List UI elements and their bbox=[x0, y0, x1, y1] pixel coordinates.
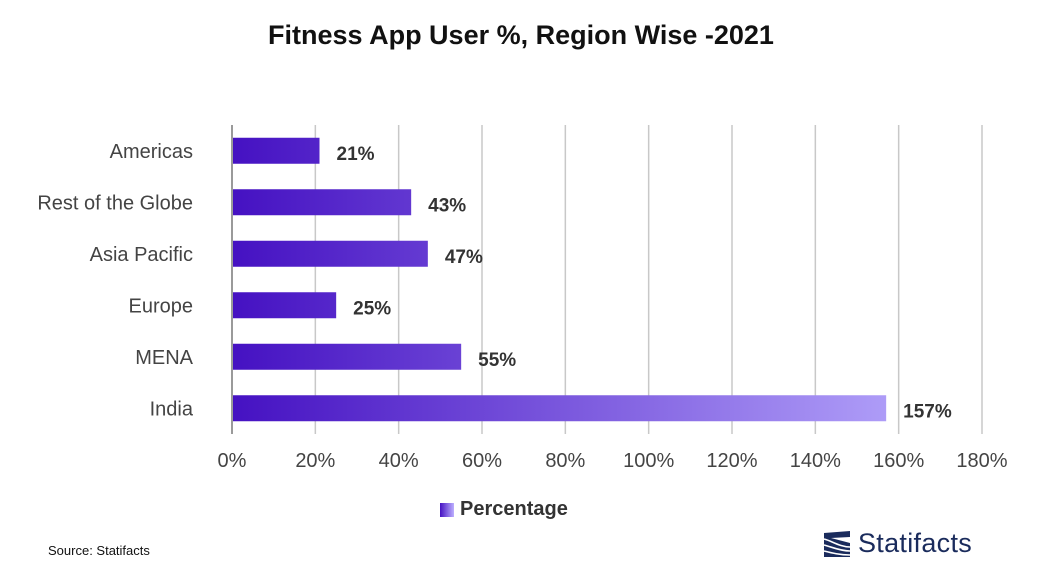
category-label: MENA bbox=[135, 347, 193, 369]
x-tick-label: 20% bbox=[295, 450, 335, 472]
x-tick-label: 120% bbox=[706, 450, 757, 472]
source-note: Source: Statifacts bbox=[48, 543, 150, 558]
data-label: 55% bbox=[478, 350, 516, 371]
bar-rest-of-the-globe bbox=[233, 189, 412, 216]
logo-text: Statifacts bbox=[858, 528, 973, 558]
data-label: 157% bbox=[903, 401, 952, 422]
category-label: India bbox=[150, 398, 194, 420]
statifacts-logo: Statifacts bbox=[822, 528, 972, 559]
x-tick-label: 60% bbox=[462, 450, 502, 472]
bar-india bbox=[233, 395, 887, 422]
category-label: Rest of the Globe bbox=[37, 192, 193, 214]
x-tick-label: 80% bbox=[545, 450, 585, 472]
x-tick-label: 140% bbox=[790, 450, 841, 472]
data-label: 47% bbox=[445, 247, 483, 268]
legend-label: Percentage bbox=[460, 498, 568, 520]
x-tick-label: 180% bbox=[956, 450, 1007, 472]
statifacts-logo-icon bbox=[823, 530, 851, 557]
data-label: 25% bbox=[353, 298, 391, 319]
chart-legend: Percentage bbox=[440, 498, 568, 521]
data-label: 43% bbox=[428, 195, 466, 216]
data-label: 21% bbox=[337, 144, 375, 165]
category-label: Asia Pacific bbox=[90, 244, 193, 266]
chart-title: Fitness App User %, Region Wise -2021 bbox=[268, 20, 774, 50]
category-label: Americas bbox=[110, 141, 193, 163]
legend-swatch bbox=[440, 502, 454, 517]
bar-europe bbox=[233, 292, 337, 319]
bar-asia-pacific bbox=[233, 240, 428, 267]
bar-mena bbox=[233, 343, 462, 370]
x-tick-label: 160% bbox=[873, 450, 924, 472]
bar-americas bbox=[233, 137, 320, 164]
x-tick-label: 100% bbox=[623, 450, 674, 472]
x-tick-label: 40% bbox=[379, 450, 419, 472]
category-label: Europe bbox=[129, 295, 194, 317]
x-tick-label: 0% bbox=[218, 450, 247, 472]
